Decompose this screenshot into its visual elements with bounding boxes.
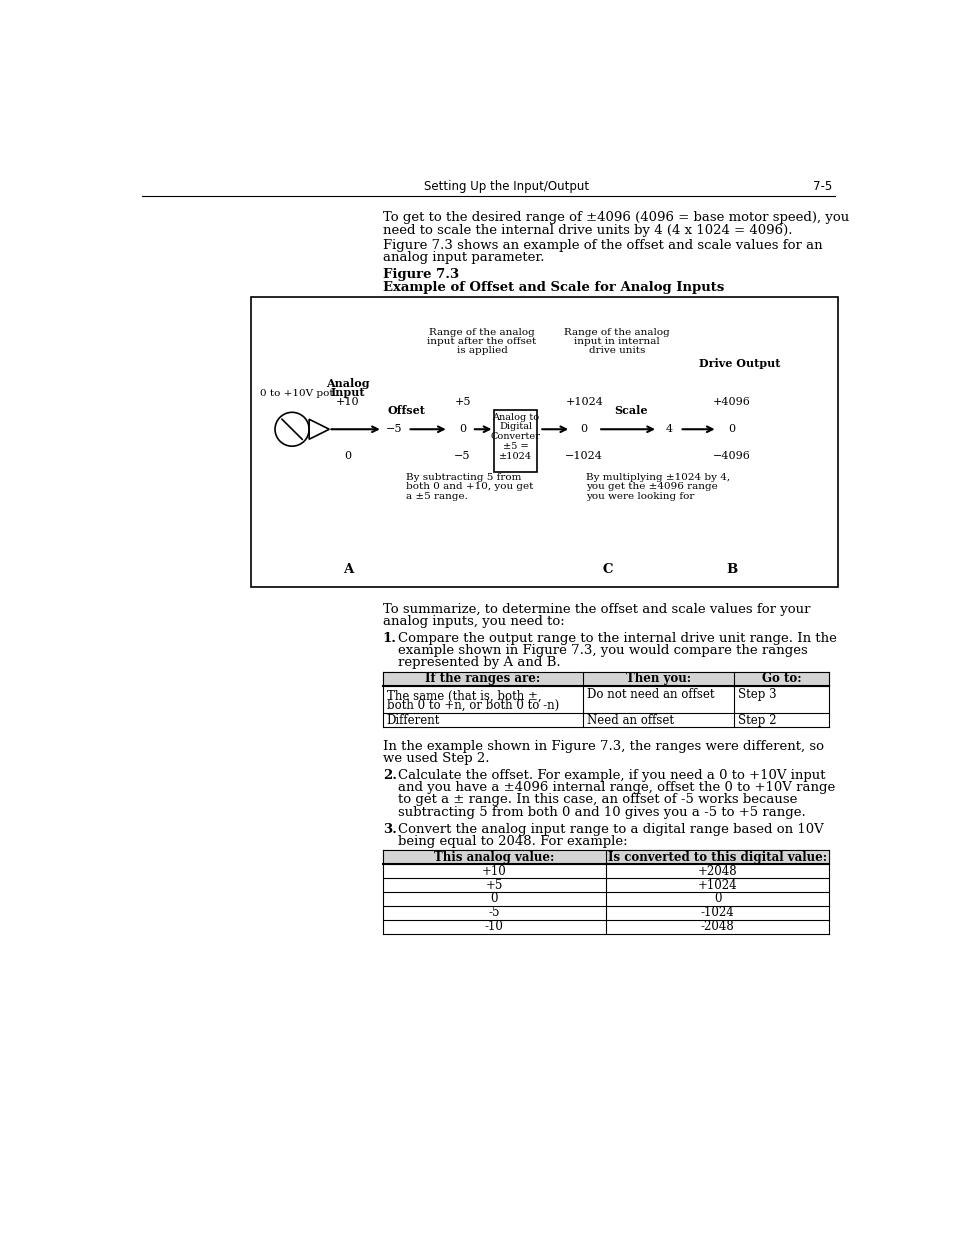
Text: ±1024: ±1024 [498,452,532,461]
Text: ±5 =: ±5 = [502,442,528,452]
Text: need to scale the internal drive units by 4 (4 x 1024 = 4096).: need to scale the internal drive units b… [382,224,791,237]
Text: 2.: 2. [382,769,396,782]
Text: B: B [725,563,737,576]
Text: Compare the output range to the internal drive unit range. In the: Compare the output range to the internal… [397,632,836,645]
Text: +1024: +1024 [697,878,737,892]
Text: Go to:: Go to: [760,672,801,685]
Text: C: C [601,563,612,576]
Text: 0: 0 [458,425,466,435]
Text: you get the ±4096 range: you get the ±4096 range [585,483,717,492]
Text: Different: Different [386,714,439,727]
Text: Step 3: Step 3 [737,688,776,700]
Bar [382,672,828,685]
Bar [494,410,537,472]
Text: Convert the analog input range to a digital range based on 10V: Convert the analog input range to a digi… [397,823,823,836]
Text: and you have a ±4096 internal range, offset the 0 to +10V range: and you have a ±4096 internal range, off… [397,782,835,794]
Text: 0 to +10V pot: 0 to +10V pot [260,389,334,398]
Text: A: A [342,563,353,576]
Text: By multiplying ±1024 by 4,: By multiplying ±1024 by 4, [585,473,729,482]
Text: 7-5: 7-5 [812,180,831,193]
Text: a ±5 range.: a ±5 range. [406,492,467,500]
Text: Digital: Digital [498,422,532,431]
Text: +5: +5 [454,398,471,408]
Text: Offset: Offset [387,405,424,415]
Text: 3.: 3. [382,823,396,836]
Text: 0: 0 [727,425,735,435]
Text: Do not need an offset: Do not need an offset [586,688,714,700]
Text: +10: +10 [335,398,359,408]
Polygon shape [309,419,329,440]
Text: 0: 0 [580,425,587,435]
Text: Scale: Scale [614,405,647,415]
Text: 0: 0 [490,893,497,905]
Text: 1.: 1. [382,632,396,645]
Text: Calculate the offset. For example, if you need a 0 to +10V input: Calculate the offset. For example, if yo… [397,769,825,782]
Text: −4096: −4096 [712,451,750,461]
Text: example shown in Figure 7.3, you would compare the ranges: example shown in Figure 7.3, you would c… [397,645,807,657]
Text: represented by A and B.: represented by A and B. [397,656,560,669]
Text: is applied: is applied [456,346,507,356]
Text: In the example shown in Figure 7.3, the ranges were different, so: In the example shown in Figure 7.3, the … [382,740,822,752]
Text: -2048: -2048 [700,920,734,934]
Text: you were looking for: you were looking for [585,492,694,500]
Text: input after the offset: input after the offset [427,337,536,346]
Text: −5: −5 [454,451,471,461]
Text: To get to the desired range of ±4096 (4096 = base motor speed), you: To get to the desired range of ±4096 (40… [382,211,848,225]
Text: drive units: drive units [588,346,644,356]
Text: to get a ± range. In this case, an offset of -5 works because: to get a ± range. In this case, an offse… [397,793,797,806]
Text: both 0 to +n, or both 0 to -n): both 0 to +n, or both 0 to -n) [386,699,558,711]
Text: Example of Offset and Scale for Analog Inputs: Example of Offset and Scale for Analog I… [382,280,723,294]
Bar [251,296,838,587]
Text: +5: +5 [485,878,502,892]
Text: Figure 7.3 shows an example of the offset and scale values for an: Figure 7.3 shows an example of the offse… [382,240,821,252]
Text: This analog value:: This analog value: [434,851,554,863]
Text: If the ranges are:: If the ranges are: [425,672,539,685]
Text: +1024: +1024 [565,398,602,408]
Circle shape [274,412,309,446]
Text: Is converted to this digital value:: Is converted to this digital value: [607,851,826,863]
Text: Input: Input [331,387,365,398]
Text: The same (that is, both ±,: The same (that is, both ±, [386,689,540,703]
Text: −1024: −1024 [565,451,602,461]
Text: being equal to 2048. For example:: being equal to 2048. For example: [397,835,627,848]
Text: subtracting 5 from both 0 and 10 gives you a -5 to +5 range.: subtracting 5 from both 0 and 10 gives y… [397,805,805,819]
Text: analog input parameter.: analog input parameter. [382,252,543,264]
Text: To summarize, to determine the offset and scale values for your: To summarize, to determine the offset an… [382,603,809,615]
Text: +2048: +2048 [697,864,737,878]
Text: Step 2: Step 2 [737,714,776,727]
Text: Analog: Analog [326,378,370,389]
Text: Converter: Converter [490,432,540,441]
Text: Then you:: Then you: [625,672,690,685]
Text: Range of the analog: Range of the analog [563,327,669,337]
Text: Figure 7.3: Figure 7.3 [382,268,458,282]
Text: 4: 4 [665,425,673,435]
Text: we used Step 2.: we used Step 2. [382,752,489,764]
Text: -10: -10 [484,920,503,934]
Text: By subtracting 5 from: By subtracting 5 from [406,473,521,482]
Text: 0: 0 [713,893,720,905]
Text: analog inputs, you need to:: analog inputs, you need to: [382,615,564,627]
Text: Range of the analog: Range of the analog [429,327,535,337]
Text: Drive Output: Drive Output [698,358,780,368]
Text: Need an offset: Need an offset [586,714,673,727]
Text: Analog to: Analog to [492,414,538,422]
Text: −5: −5 [386,425,402,435]
Text: input in internal: input in internal [574,337,659,346]
Bar [382,851,828,864]
Text: -1024: -1024 [700,906,734,919]
Text: +10: +10 [481,864,506,878]
Text: 0: 0 [344,451,351,461]
Text: +4096: +4096 [712,398,750,408]
Text: both 0 and +10, you get: both 0 and +10, you get [406,483,533,492]
Text: Setting Up the Input/Output: Setting Up the Input/Output [424,180,589,193]
Text: -5: -5 [488,906,499,919]
